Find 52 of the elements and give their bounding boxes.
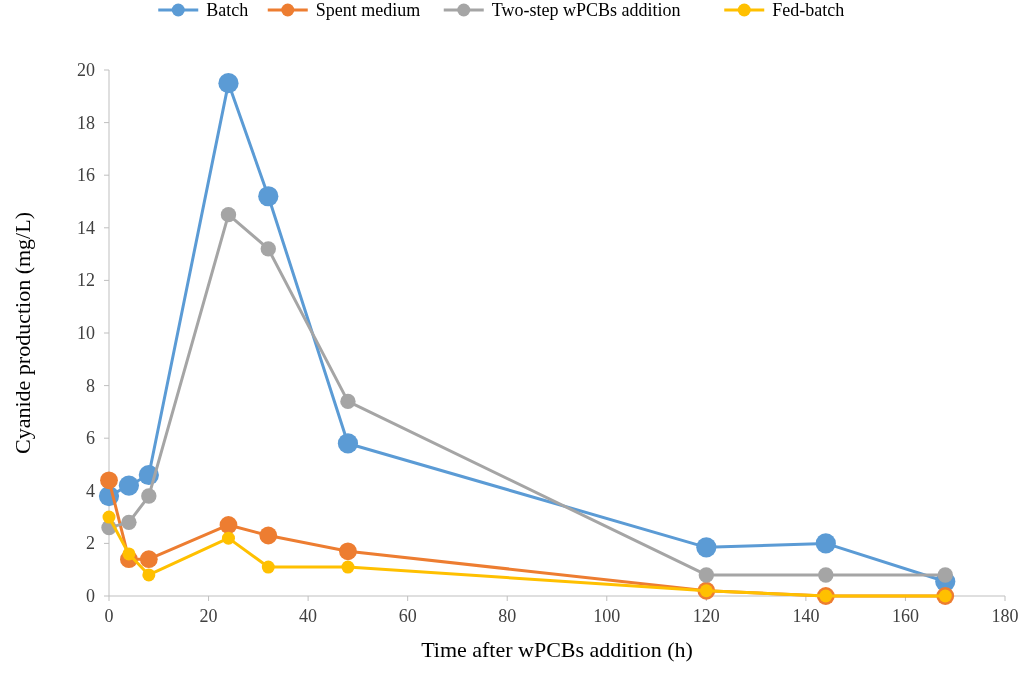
point — [142, 568, 156, 582]
legend-label: Fed-batch — [772, 0, 845, 20]
point — [937, 567, 953, 583]
x-tick-label: 180 — [991, 606, 1019, 626]
point — [121, 514, 137, 531]
point — [340, 393, 356, 410]
y-tick-label: 0 — [86, 586, 95, 606]
point — [122, 547, 136, 561]
x-tick-label: 20 — [199, 606, 218, 626]
x-tick-label: 0 — [104, 606, 114, 626]
point — [696, 537, 717, 558]
point — [258, 186, 279, 207]
y-tick-label: 16 — [77, 165, 95, 186]
x-tick-label: 100 — [593, 606, 621, 626]
point — [102, 510, 116, 524]
x-axis-title: Time after wPCBs addition (h) — [421, 637, 693, 662]
point — [815, 533, 836, 554]
point — [221, 531, 235, 545]
x-tick-label: 60 — [398, 606, 417, 626]
point — [220, 206, 237, 223]
y-tick-label: 4 — [86, 480, 95, 501]
y-tick-label: 8 — [86, 375, 95, 396]
legend-label: Batch — [206, 0, 249, 20]
point — [339, 542, 357, 561]
x-tick-label: 140 — [792, 606, 820, 626]
point — [118, 475, 140, 496]
y-axis-title: Cyanide production (mg/L) — [10, 212, 35, 454]
y-tick-label: 12 — [77, 270, 95, 291]
y-tick-label: 2 — [86, 533, 95, 554]
y-tick-label: 10 — [77, 323, 95, 343]
point — [261, 560, 275, 574]
legend-label: Spent medium — [315, 0, 421, 20]
x-tick-label: 80 — [498, 606, 517, 626]
legend-label: Two-step wPCBs addition — [491, 0, 681, 20]
point — [260, 241, 276, 257]
point — [337, 433, 359, 454]
point — [341, 560, 355, 574]
x-tick-label: 160 — [891, 606, 919, 626]
x-tick-label: 40 — [299, 606, 318, 626]
point — [698, 567, 715, 583]
y-tick-label: 18 — [77, 112, 95, 133]
point — [100, 471, 118, 490]
point — [139, 550, 158, 569]
y-tick-label: 6 — [86, 428, 95, 449]
x-tick-label: 120 — [692, 606, 720, 626]
point — [818, 567, 834, 583]
point — [219, 516, 238, 534]
point — [259, 526, 278, 545]
y-tick-label: 20 — [77, 60, 95, 80]
y-tick-label: 14 — [77, 217, 95, 238]
point — [218, 73, 239, 94]
point — [141, 488, 157, 504]
